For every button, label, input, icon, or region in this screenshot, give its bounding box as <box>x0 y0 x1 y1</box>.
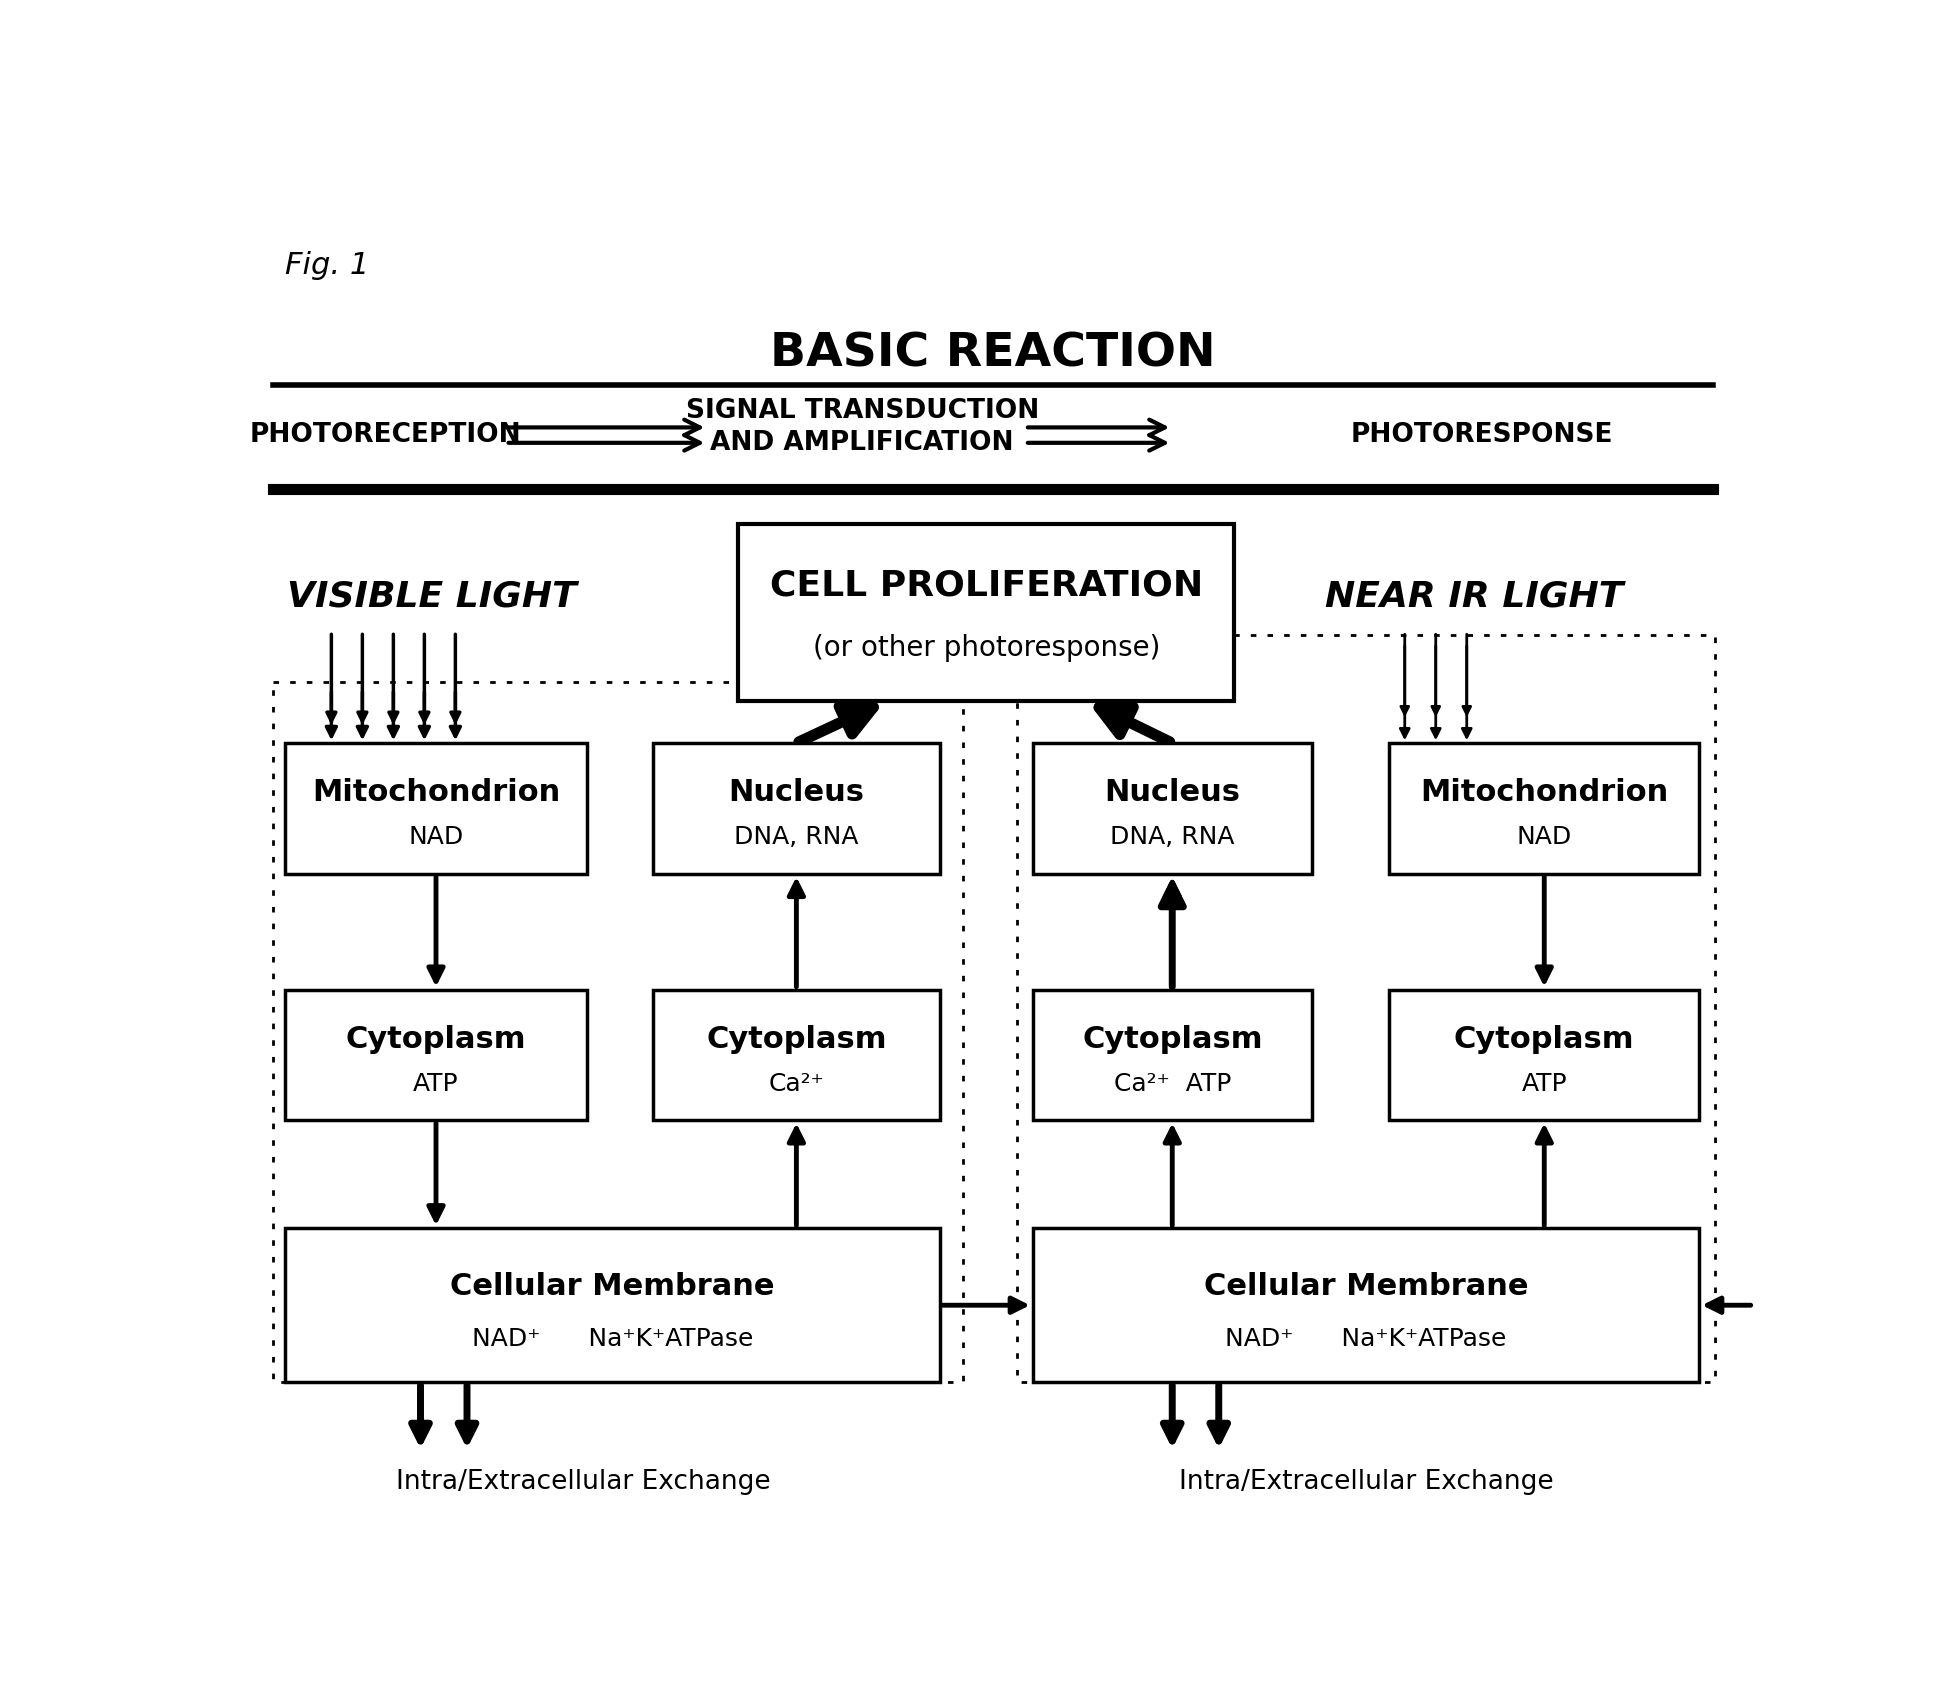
Text: Ca²⁺: Ca²⁺ <box>769 1072 824 1095</box>
Text: VISIBLE LIGHT: VISIBLE LIGHT <box>287 580 578 614</box>
Text: DNA, RNA: DNA, RNA <box>1110 825 1235 849</box>
Text: NAD⁺      Na⁺K⁺ATPase: NAD⁺ Na⁺K⁺ATPase <box>471 1327 754 1351</box>
Text: Mitochondrion: Mitochondrion <box>1421 779 1669 808</box>
Text: (or other photoresponse): (or other photoresponse) <box>812 634 1161 662</box>
Bar <box>273 682 963 1383</box>
Text: PHOTORESPONSE: PHOTORESPONSE <box>1351 422 1614 447</box>
Text: DNA, RNA: DNA, RNA <box>735 825 859 849</box>
Text: Intra/Extracellular Exchange: Intra/Extracellular Exchange <box>1178 1470 1554 1495</box>
Text: ATP: ATP <box>413 1072 459 1095</box>
Bar <box>1390 743 1700 874</box>
Bar <box>285 990 587 1121</box>
Text: ATP: ATP <box>1521 1072 1568 1095</box>
Text: NAD: NAD <box>1517 825 1572 849</box>
Text: CELL PROLIFERATION: CELL PROLIFERATION <box>769 568 1203 602</box>
Text: Cellular Membrane: Cellular Membrane <box>1203 1272 1529 1301</box>
Bar <box>285 1228 940 1383</box>
Text: Cytoplasm: Cytoplasm <box>1081 1024 1262 1053</box>
Text: Fig. 1: Fig. 1 <box>285 252 368 281</box>
Bar <box>738 524 1235 701</box>
Text: SIGNAL TRANSDUCTION
AND AMPLIFICATION: SIGNAL TRANSDUCTION AND AMPLIFICATION <box>686 398 1039 456</box>
Text: Cytoplasm: Cytoplasm <box>1454 1024 1634 1053</box>
Text: NAD: NAD <box>409 825 463 849</box>
Text: Intra/Extracellular Exchange: Intra/Extracellular Exchange <box>395 1470 771 1495</box>
Text: NEAR IR LIGHT: NEAR IR LIGHT <box>1326 580 1624 614</box>
Bar <box>1033 743 1312 874</box>
Bar <box>653 990 940 1121</box>
Text: PHOTORECEPTION: PHOTORECEPTION <box>250 422 521 447</box>
Text: Cytoplasm: Cytoplasm <box>705 1024 886 1053</box>
Bar <box>653 743 940 874</box>
Text: Nucleus: Nucleus <box>1105 779 1240 808</box>
Text: BASIC REACTION: BASIC REACTION <box>771 332 1215 376</box>
Bar <box>1033 1228 1700 1383</box>
Text: Mitochondrion: Mitochondrion <box>312 779 560 808</box>
Bar <box>1033 990 1312 1121</box>
Bar <box>1017 634 1715 1383</box>
Text: Cytoplasm: Cytoplasm <box>345 1024 527 1053</box>
Text: Ca²⁺  ATP: Ca²⁺ ATP <box>1114 1072 1231 1095</box>
Bar <box>285 743 587 874</box>
Text: Nucleus: Nucleus <box>729 779 864 808</box>
Text: NAD⁺      Na⁺K⁺ATPase: NAD⁺ Na⁺K⁺ATPase <box>1225 1327 1506 1351</box>
Bar <box>1390 990 1700 1121</box>
Text: Cellular Membrane: Cellular Membrane <box>450 1272 775 1301</box>
